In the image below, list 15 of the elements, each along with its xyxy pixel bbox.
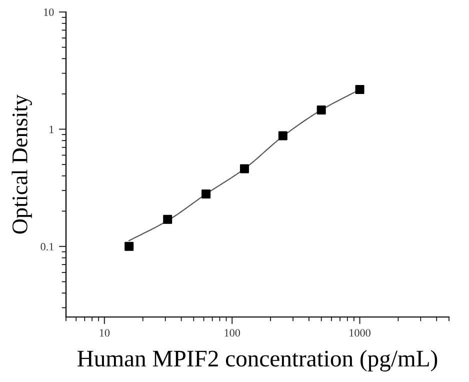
point: [124, 242, 134, 251]
x-tick-label: 10: [100, 329, 110, 337]
y-tick-label: 10: [44, 8, 54, 16]
point: [316, 105, 326, 114]
y-tick-label: 0.1: [40, 242, 54, 250]
y-tick-label: 1: [50, 126, 54, 134]
point: [278, 131, 288, 140]
x-axis-title: Human MPIF2 concentration (pg/mL): [78, 350, 438, 372]
point: [163, 214, 172, 224]
x-tick-label: 1000: [350, 329, 370, 337]
point: [355, 85, 364, 94]
y-axis-title: Optical Density: [12, 94, 32, 234]
x-tick-label: 100: [224, 329, 240, 337]
point: [240, 164, 249, 174]
point: [202, 190, 211, 199]
